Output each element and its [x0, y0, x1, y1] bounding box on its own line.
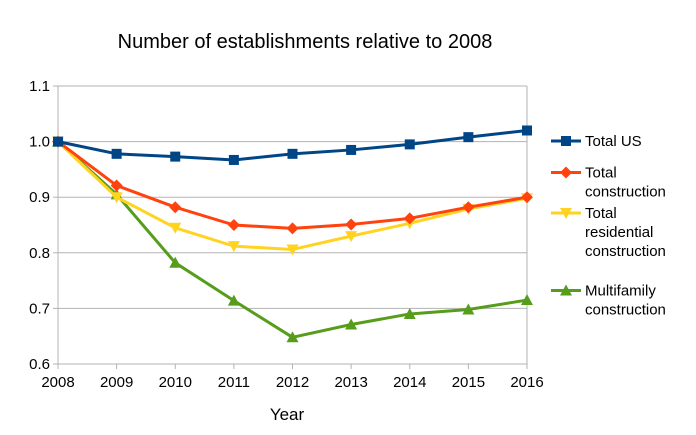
legend-label: Total: [585, 165, 617, 182]
x-tick-label: 2015: [452, 374, 485, 391]
x-tick-label: 2010: [159, 374, 192, 391]
data-point: [462, 201, 475, 214]
data-point: [287, 148, 298, 159]
data-point: [170, 151, 181, 162]
data-point: [345, 231, 358, 243]
series-multifamily-construction: [52, 135, 533, 343]
x-tick-label: 2013: [334, 374, 367, 391]
x-tick-label: 2008: [41, 374, 74, 391]
data-point: [463, 132, 474, 143]
data-point: [227, 241, 240, 253]
data-point: [169, 201, 182, 214]
legend-label: Total US: [585, 133, 642, 150]
data-point: [521, 294, 533, 306]
legend-label: construction: [585, 184, 666, 201]
x-tick-label: 2016: [510, 374, 543, 391]
data-point: [169, 222, 182, 234]
x-axis-title: Year: [270, 405, 305, 424]
legend-label: residential: [585, 224, 653, 241]
data-point: [110, 192, 123, 204]
data-point: [345, 318, 358, 330]
x-tick-label: 2012: [276, 374, 309, 391]
y-tick-label: 1.1: [29, 78, 50, 95]
y-tick-label: 0.9: [29, 189, 50, 206]
data-point: [286, 244, 299, 256]
data-point: [228, 154, 239, 165]
legend: Total US Total construction Total residentia…: [551, 133, 666, 319]
legend-label: Multifamily: [585, 283, 656, 300]
series-group: [52, 125, 533, 343]
x-axis-ticks: 2008 2009 2010 2011 2012 2013 2014 2015 2016: [41, 364, 544, 391]
x-tick-label: 2009: [100, 374, 133, 391]
legend-marker: [560, 284, 572, 296]
data-point: [403, 307, 416, 319]
legend-marker: [560, 208, 572, 219]
data-point: [521, 191, 533, 204]
series-total-us: [53, 125, 532, 165]
legend-item: Total US: [551, 133, 642, 150]
data-point: [111, 148, 122, 159]
data-point: [462, 303, 475, 315]
chart-title: Number of establishments relative to 200…: [118, 31, 493, 53]
legend-marker: [560, 166, 572, 179]
x-tick-label: 2014: [393, 374, 426, 391]
data-point: [227, 294, 240, 306]
data-point: [345, 218, 358, 231]
legend-label: Total: [585, 205, 617, 222]
y-tick-label: 0.6: [29, 356, 50, 373]
y-tick-label: 0.7: [29, 300, 50, 317]
legend-item: Multifamily construction: [551, 283, 666, 319]
data-point: [346, 144, 357, 155]
data-point: [169, 256, 182, 268]
data-point: [53, 136, 63, 147]
data-point: [404, 139, 415, 150]
legend-marker: [561, 136, 571, 146]
data-point: [522, 125, 532, 136]
legend-item: Total residential construction: [551, 205, 666, 260]
data-point: [403, 212, 416, 225]
data-point: [227, 219, 240, 231]
y-tick-label: 1.0: [29, 134, 50, 151]
legend-label: construction: [585, 302, 666, 319]
y-tick-label: 0.8: [29, 245, 50, 262]
legend-label: construction: [585, 243, 666, 260]
legend-item: Total construction: [551, 165, 666, 201]
x-tick-label: 2011: [218, 374, 250, 391]
y-axis-ticks: 0.6 0.7 0.8 0.9 1.0 1.1: [29, 78, 58, 373]
data-point: [286, 222, 299, 235]
data-point: [286, 331, 299, 343]
data-point: [110, 179, 123, 192]
